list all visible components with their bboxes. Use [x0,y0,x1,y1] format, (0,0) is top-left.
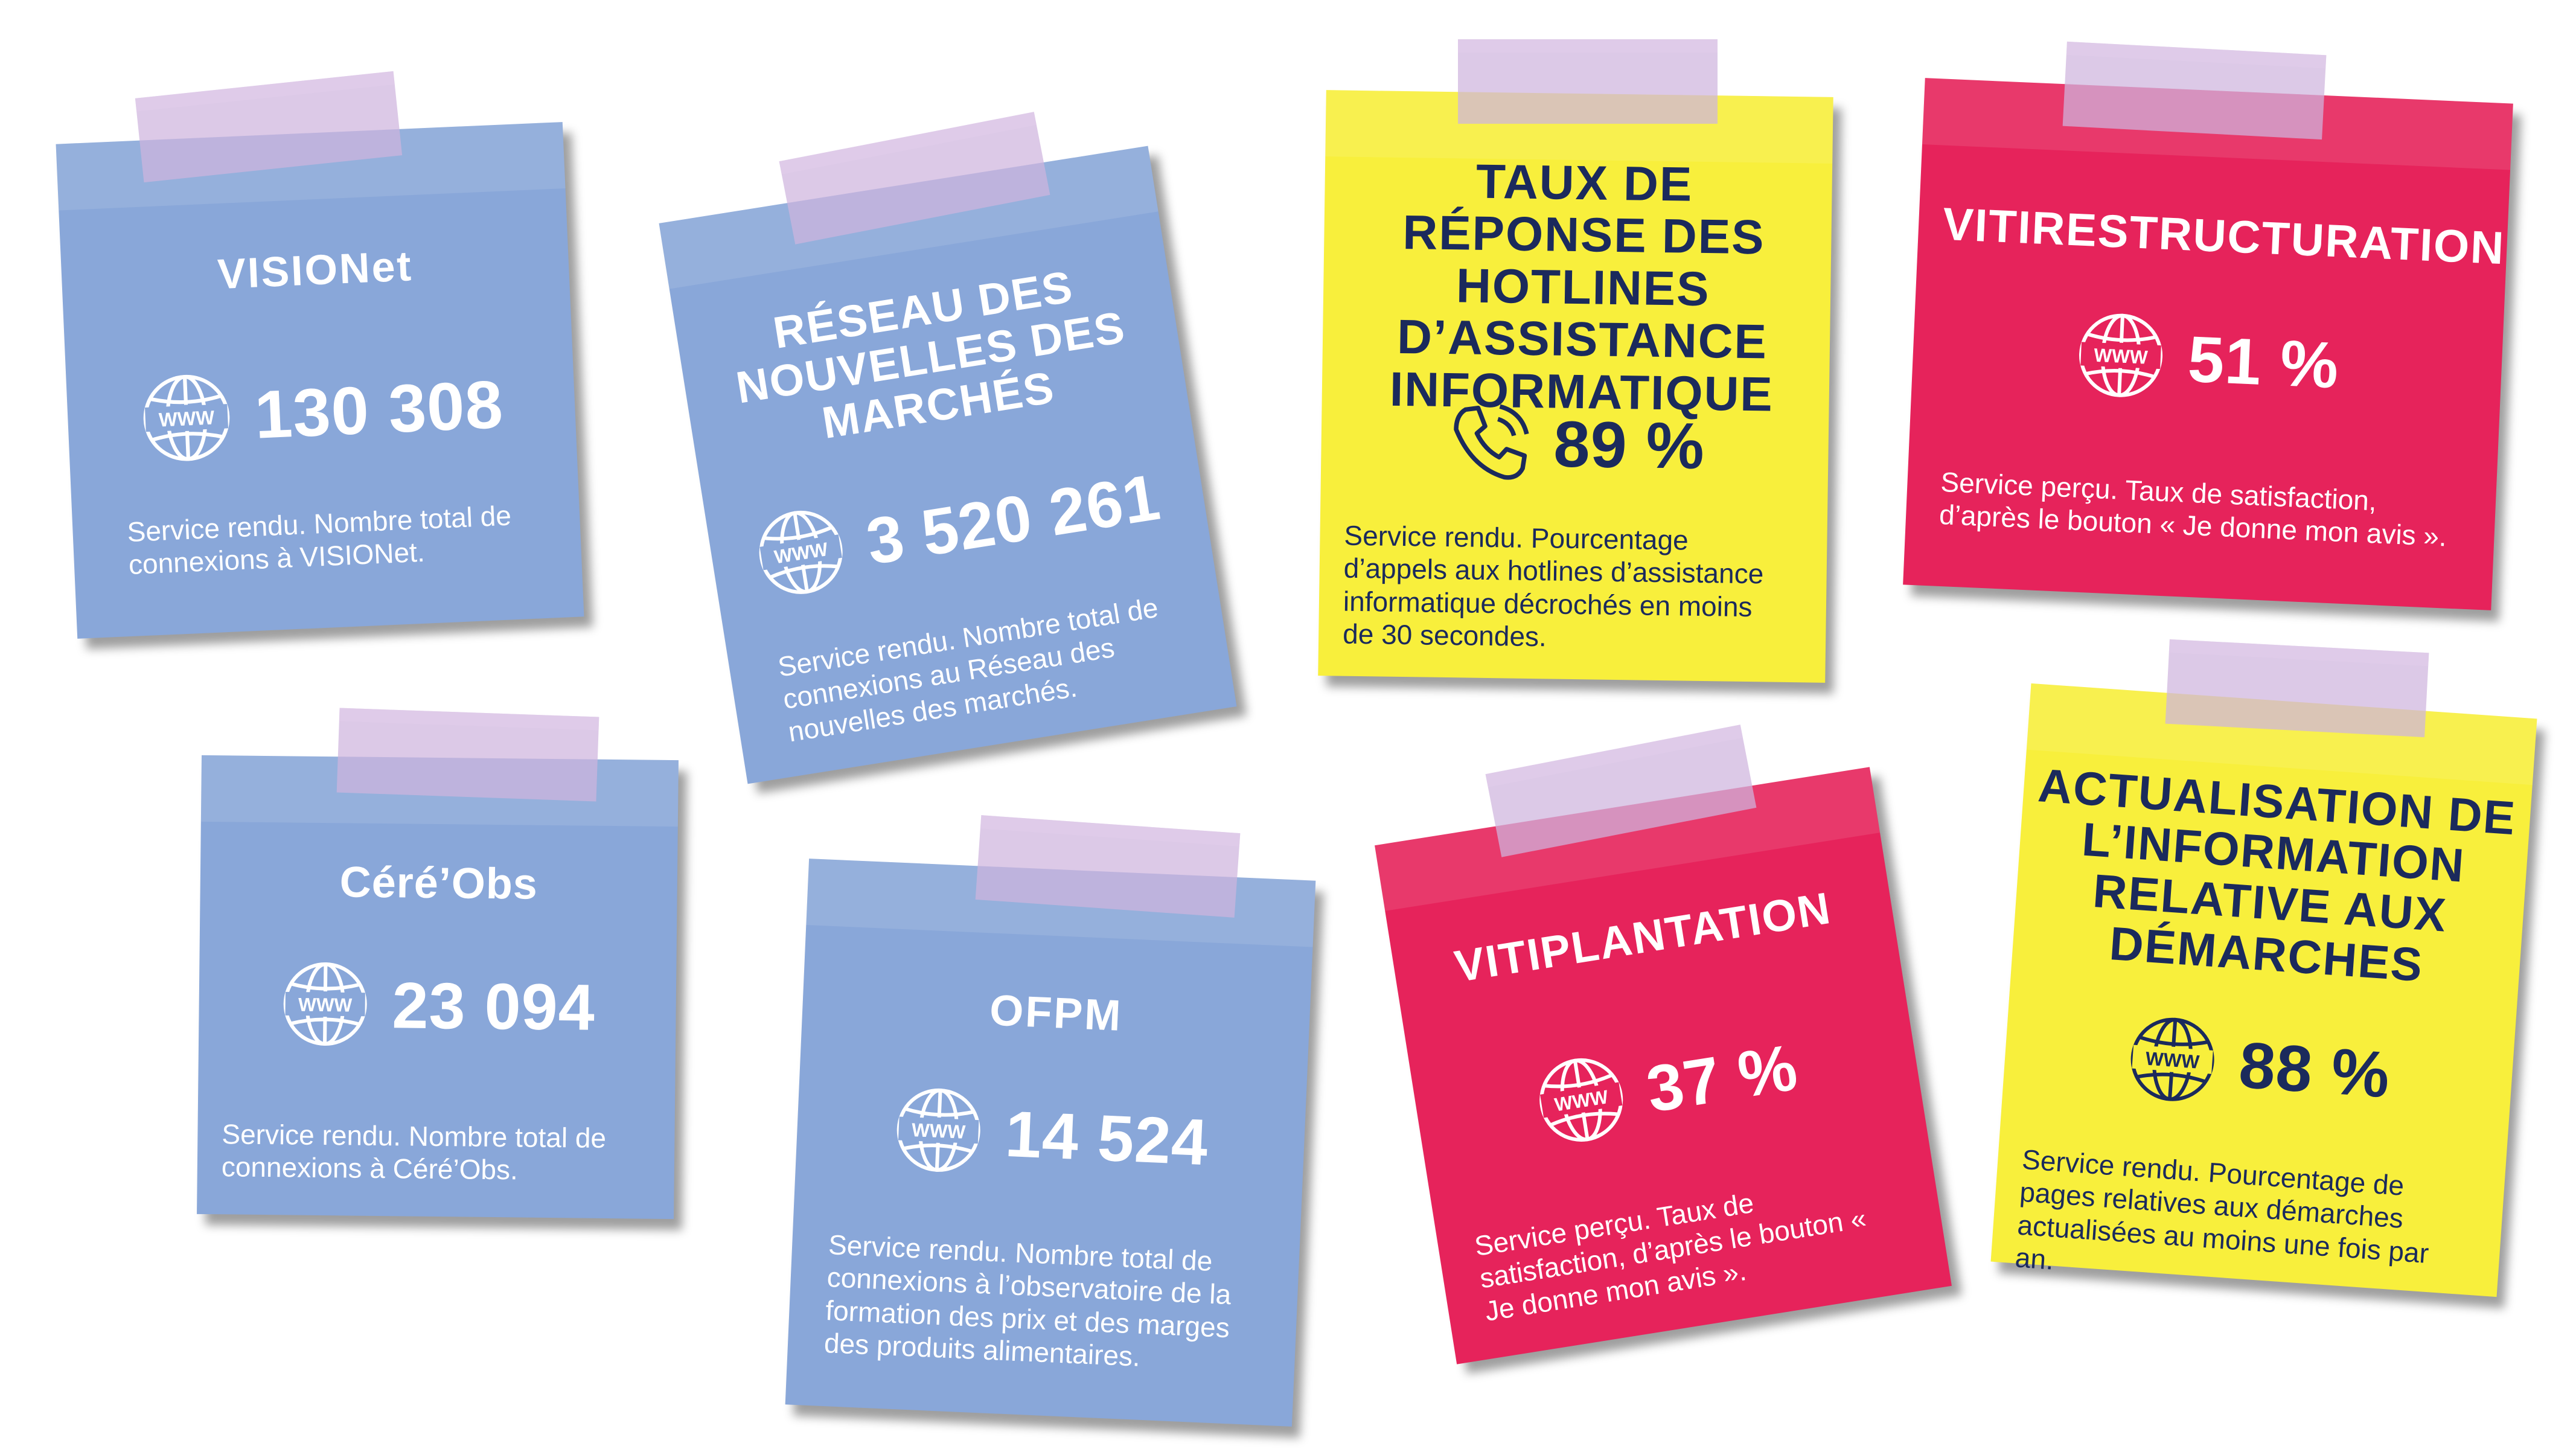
card-title: VITIPLANTATION [1451,882,1835,992]
card-title: ACTUALISATION DE L’INFORMATION RELATIVE … [2036,758,2518,991]
www-globe-icon: WWW [1529,1048,1633,1152]
card-description: Service rendu. Nombre total de connexion… [775,591,1160,747]
card-description: Service rendu. Nombre total de connexion… [823,1229,1232,1372]
card-stat: WWW 88 % [2002,1003,2514,1128]
svg-text:WWW: WWW [2094,344,2149,368]
card-cereobs: Céré’Obs WWW 23 094 Service rendu. Nombr… [197,755,679,1220]
card-taux-reponse-hotlines: TAUX DE RÉPONSE DES HOTLINES D’ASSISTANC… [1318,90,1833,683]
www-globe-icon: WWW [2074,309,2168,403]
tape [975,815,1241,918]
card-vitiplantation: VITIPLANTATION WWW 37 % Service perçu. T… [1375,767,1952,1364]
card-actualisation-information: ACTUALISATION DE L’INFORMATION RELATIVE … [1990,683,2537,1297]
tape [2062,41,2327,140]
card-stat: WWW 14 524 [796,1079,1306,1191]
phone-icon [1445,397,1536,488]
svg-text:WWW: WWW [158,407,215,431]
card-description: Service rendu. Pourcentage d’appels aux … [1342,519,1764,653]
card-description: Service rendu. Nombre total de connexion… [126,499,512,581]
card-vitirestructuration: VITIRESTRUCTURATION WWW 51 % Service per… [1903,78,2513,610]
www-globe-icon: WWW [2124,1011,2220,1108]
card-stat: WWW 3 520 261 [706,444,1209,610]
card-description: Service perçu. Taux de satisfaction, d’a… [1938,465,2447,552]
www-globe-icon: WWW [138,369,235,467]
tape [336,708,599,802]
card-value: 88 % [2237,1028,2393,1112]
card-value: 37 % [1641,1029,1803,1126]
card-title: Céré’Obs [339,858,539,909]
card-title: RÉSEAU DES NOUVELLES DES MARCHÉS [732,261,1129,448]
card-stat: WWW 130 308 [66,354,577,470]
card-stat: WWW 23 094 [199,958,677,1053]
card-title: VITIRESTRUCTURATION [1942,198,2506,275]
card-visionet: VISIONet WWW 130 308 Service rendu. Nomb… [56,122,584,639]
card-ofpm: OFPM WWW 14 524 Service rendu. Nombre to… [785,859,1316,1427]
card-value: 89 % [1553,407,1705,482]
card-stat: WWW 37 % [1412,1003,1921,1171]
card-stat: 89 % [1321,395,1829,493]
card-value: 51 % [2186,322,2341,401]
card-title: OFPM [988,986,1123,1040]
svg-text:WWW: WWW [298,994,353,1016]
www-globe-icon: WWW [280,958,371,1050]
card-description: Service perçu. Taux de satisfaction, d’a… [1472,1186,1868,1327]
card-value: 14 524 [1003,1096,1210,1179]
card-reseau-nouvelles-marches: RÉSEAU DES NOUVELLES DES MARCHÉS WWW 3 5… [659,146,1237,784]
card-value: 23 094 [391,968,596,1044]
card-description: Service rendu. Nombre total de connexion… [221,1118,607,1186]
card-value: 3 520 261 [861,459,1165,578]
tape [2165,639,2429,738]
tape [1458,39,1718,124]
card-value: 130 308 [253,366,505,453]
card-title: VISIONet [216,242,414,298]
card-description: Service rendu. Pourcentage de pages rela… [2014,1143,2430,1276]
svg-text:WWW: WWW [2145,1048,2200,1073]
card-title: TAUX DE RÉPONSE DES HOTLINES D’ASSISTANC… [1389,154,1774,421]
card-stat: WWW 51 % [1911,301,2504,417]
svg-text:WWW: WWW [911,1119,966,1143]
www-globe-icon: WWW [749,501,853,604]
www-globe-icon: WWW [891,1083,985,1177]
